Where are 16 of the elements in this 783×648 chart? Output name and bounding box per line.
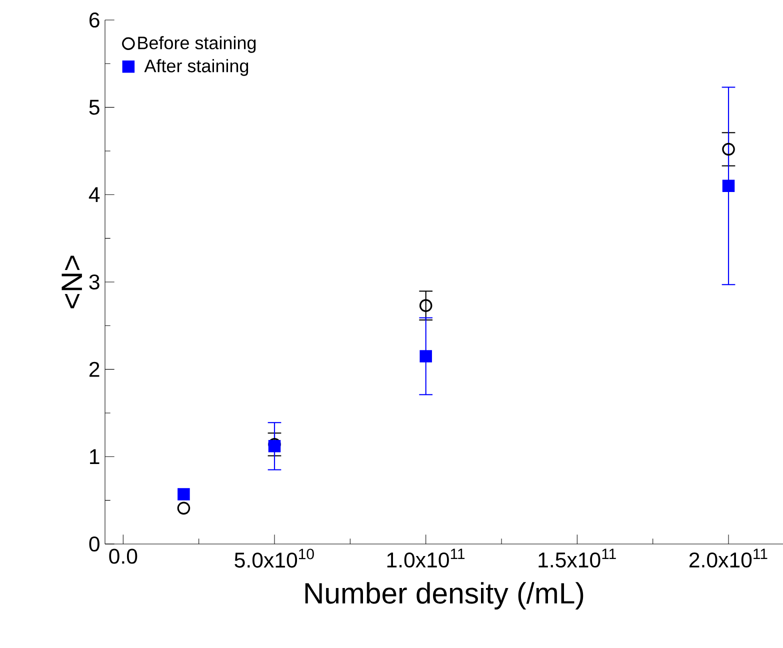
y-tick-label: 1 [90,449,100,464]
y-tick-label: 3 [89,274,100,290]
y-axis-title: <N> [62,256,82,308]
legend-label: After staining [144,59,248,76]
y-tick-label: 5 [89,100,100,115]
legend-label: Before staining [138,36,256,53]
y-tick-label: 2 [89,362,100,377]
x-tick-label: 1.5x10$^{11}$ [538,548,616,568]
x-tick-label: 0.0 [109,548,138,564]
x-tick-label: 2.0x10$^{11}$ [689,548,768,568]
y-tick-label: 0 [89,536,100,552]
x-tick-label: 5.0x10$^{10}$ [234,548,314,568]
y-tick-label: 4 [88,187,100,202]
x-axis-title: Number density (/mL) [305,582,584,610]
x-tick-label: 1.0x10$^{11}$ [387,548,465,568]
y-tick-label: 6 [90,12,100,28]
